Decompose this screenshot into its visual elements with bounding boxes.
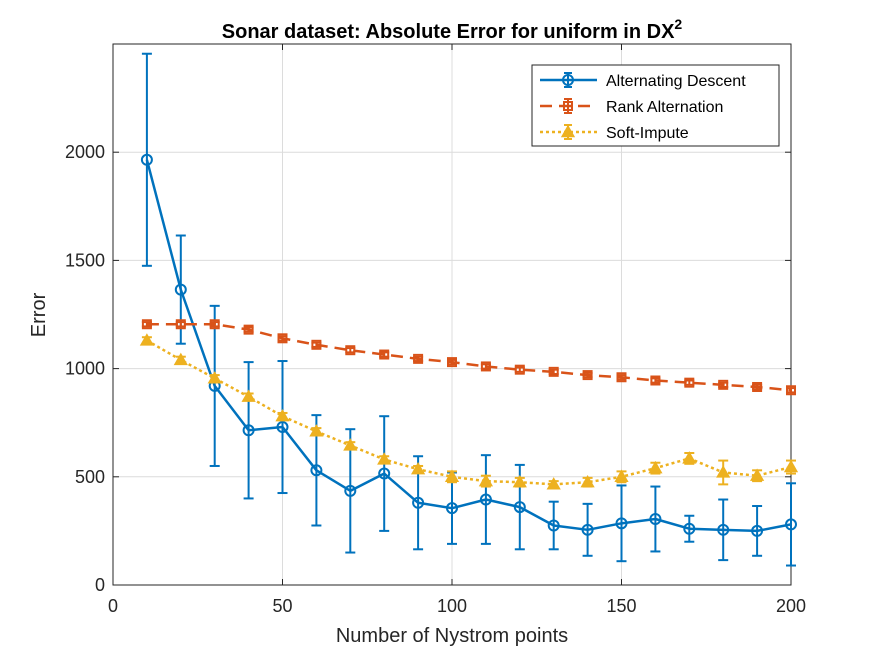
data-point <box>648 460 663 474</box>
data-point <box>243 324 254 335</box>
data-point <box>413 353 424 364</box>
legend: Alternating Descent Rank Alternation Soft-… <box>531 64 780 147</box>
data-point <box>581 523 594 536</box>
data-point <box>752 381 763 392</box>
data-point <box>683 522 696 535</box>
x-tick-label: 150 <box>606 596 636 616</box>
data-point <box>444 469 460 482</box>
chart-title-superscript: 2 <box>674 16 682 32</box>
data-point <box>786 385 796 396</box>
data-point <box>682 451 697 464</box>
data-point <box>378 467 391 480</box>
data-point <box>446 502 458 515</box>
legend-label: Soft-Impute <box>606 125 689 142</box>
x-tick-label: 0 <box>108 596 118 616</box>
legend-marker <box>563 101 573 111</box>
data-point <box>311 339 322 350</box>
legend-marker <box>562 74 574 86</box>
series-line <box>145 159 792 533</box>
x-tick-label: 100 <box>437 596 467 616</box>
data-point <box>174 283 187 296</box>
data-point <box>173 352 188 366</box>
legend-marker <box>560 124 576 138</box>
legend-item: Alternating Descent <box>540 72 746 90</box>
series-group <box>139 52 799 567</box>
data-point <box>716 465 731 478</box>
data-point <box>478 473 494 487</box>
data-point <box>717 523 730 536</box>
data-point <box>751 524 764 537</box>
x-tick-label: 50 <box>272 596 292 616</box>
y-tick-label: 1500 <box>65 250 105 270</box>
y-tick-label: 1000 <box>65 359 105 379</box>
data-point <box>615 517 628 530</box>
x-axis-label: Number of Nystrom points <box>336 625 568 647</box>
data-point <box>783 459 799 473</box>
data-point <box>614 469 629 482</box>
data-point <box>580 474 595 488</box>
data-point <box>547 519 560 532</box>
data-point <box>548 366 559 377</box>
data-point <box>749 468 765 481</box>
y-tick-label: 0 <box>95 575 105 595</box>
data-point <box>650 375 661 386</box>
data-point <box>140 153 153 166</box>
data-point <box>141 319 152 330</box>
data-point <box>377 452 392 465</box>
data-point <box>546 477 561 490</box>
data-point <box>379 349 390 360</box>
series-rank-alternation <box>141 319 796 396</box>
legend-item: Soft-Impute <box>540 124 689 142</box>
x-tick-label: 200 <box>776 596 806 616</box>
y-tick-label: 2000 <box>65 142 105 162</box>
data-point <box>209 319 220 330</box>
data-point <box>582 370 593 381</box>
data-point <box>785 518 797 531</box>
data-point <box>447 357 457 368</box>
data-point <box>480 361 491 372</box>
data-point <box>275 408 290 422</box>
series-soft-impute <box>139 333 799 490</box>
y-tick-label: 500 <box>75 467 105 487</box>
data-point <box>309 424 324 437</box>
chart-title: Sonar dataset: Absolute Error for unifor… <box>222 16 683 43</box>
data-point <box>207 371 222 384</box>
data-point <box>276 421 289 434</box>
data-point <box>514 364 525 375</box>
legend-label: Rank Alternation <box>606 99 723 116</box>
series-line <box>146 322 792 392</box>
data-point <box>479 493 492 506</box>
y-axis-label: Error <box>28 292 50 337</box>
data-point <box>277 333 288 344</box>
data-point <box>241 389 256 402</box>
data-point <box>649 512 662 525</box>
data-point <box>684 377 695 388</box>
data-point <box>345 345 356 356</box>
data-point <box>412 496 425 509</box>
data-point <box>616 372 627 383</box>
data-point <box>718 379 729 390</box>
legend-label: Alternating Descent <box>606 73 746 90</box>
data-point <box>344 484 357 497</box>
data-point <box>410 461 426 475</box>
data-point <box>139 333 155 346</box>
data-point <box>310 464 323 477</box>
data-point <box>512 474 527 488</box>
data-point <box>175 319 186 330</box>
data-point <box>242 424 255 437</box>
legend-item: Rank Alternation <box>540 98 723 116</box>
data-point <box>343 438 358 451</box>
data-point <box>513 501 526 514</box>
